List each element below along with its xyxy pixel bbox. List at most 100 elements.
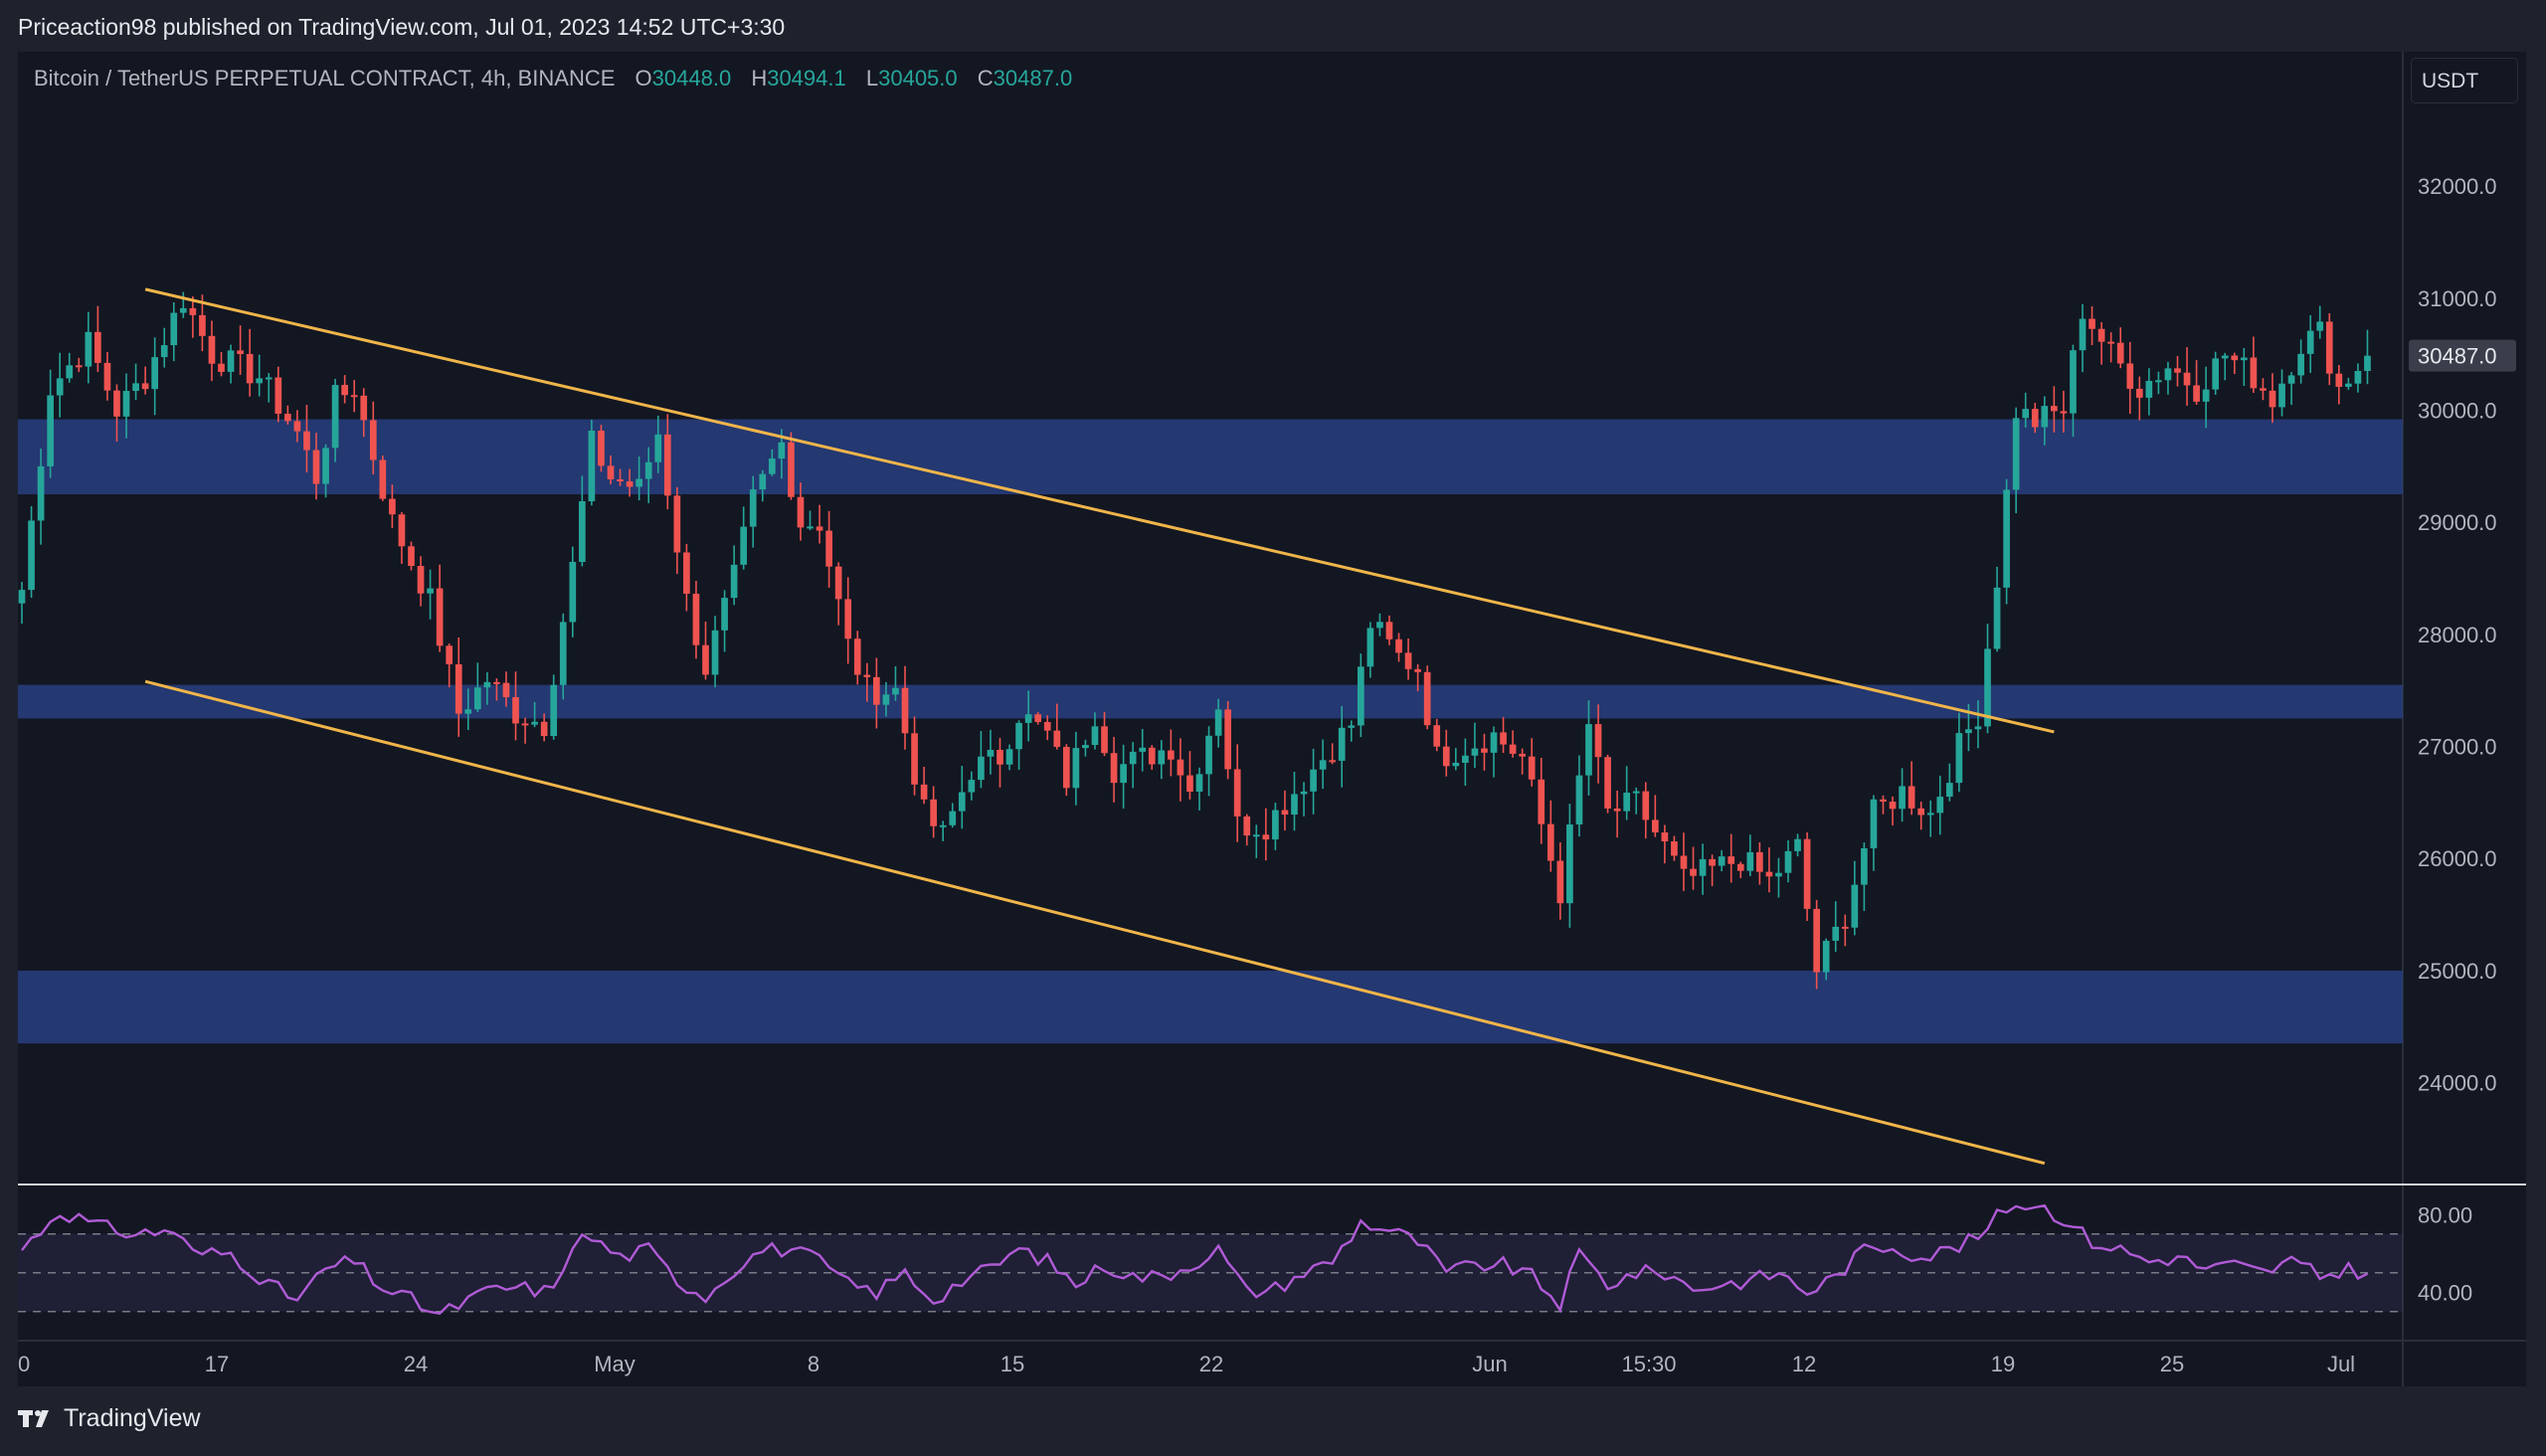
candle-body	[1500, 732, 1507, 745]
candle-body	[1718, 856, 1726, 866]
candle-body	[1252, 834, 1260, 837]
candle-body	[1709, 858, 1716, 866]
candle-body	[1671, 841, 1678, 856]
candle-body	[132, 383, 139, 392]
tradingview-logo[interactable]: TradingView	[18, 1404, 201, 1433]
candle-body	[2041, 406, 2049, 428]
candle-body	[2174, 368, 2181, 373]
candle-body	[997, 749, 1003, 765]
time-tick-label: 19	[1991, 1352, 2015, 1376]
candle-body	[427, 588, 434, 594]
candle-body	[797, 496, 805, 528]
candle-body	[37, 465, 45, 521]
candle-body	[1423, 671, 1431, 726]
currency-selector[interactable]: USDT	[2411, 58, 2518, 103]
candle-body	[512, 697, 519, 724]
candles-group	[18, 291, 2371, 990]
candle-body	[540, 721, 548, 737]
time-tick-label: 24	[404, 1352, 428, 1376]
candle-body	[844, 599, 852, 639]
chart-canvas[interactable]: 32000.0 31000.0 30000.0 29000.0 28000.0 27000…	[18, 52, 2526, 1386]
price-tick-label: 28000.0	[2418, 623, 2497, 647]
candle-body	[66, 365, 74, 379]
candle-body	[1062, 747, 1070, 789]
candle-body	[958, 792, 966, 812]
candle-body	[1841, 926, 1849, 929]
candle-body	[721, 598, 728, 631]
candle-body	[1214, 709, 1222, 736]
candle-body	[408, 546, 415, 567]
candle-body	[1861, 847, 1868, 885]
candle-body	[1746, 851, 1754, 871]
candle-body	[464, 709, 472, 714]
candle-body	[2183, 372, 2191, 386]
candle-body	[550, 684, 558, 737]
candle-body	[730, 564, 738, 599]
candle-body	[170, 312, 178, 346]
symbol-title: Bitcoin / TetherUS PERPETUAL CONTRACT, 4…	[34, 66, 616, 91]
candle-body	[1300, 791, 1308, 795]
candle-body	[379, 459, 387, 499]
candle-body	[1822, 940, 1830, 973]
candle-body	[1471, 748, 1479, 756]
candle-body	[749, 489, 757, 527]
candle-body	[1955, 733, 1963, 784]
candle-body	[1546, 823, 1554, 861]
price-tick-label: 27000.0	[2418, 735, 2497, 760]
footer: TradingView	[0, 1386, 2546, 1456]
candle-body	[2202, 389, 2210, 402]
candle-body	[179, 307, 187, 313]
candle-body	[521, 723, 529, 726]
candle-body	[1984, 648, 1991, 727]
candle-body	[1690, 868, 1697, 876]
candle-body	[94, 331, 101, 363]
close-value: 30487.0	[993, 66, 1073, 91]
candle-body	[1699, 858, 1707, 876]
candle-body	[1917, 808, 1925, 816]
candle-body	[607, 465, 615, 479]
candle-body	[1509, 744, 1517, 754]
candle-body	[1490, 732, 1498, 753]
candle-body	[341, 385, 348, 396]
candle-body	[2145, 380, 2153, 398]
time-tick-label: 25	[2160, 1352, 2184, 1376]
candle-body	[1110, 753, 1118, 784]
candle-body	[1024, 714, 1032, 723]
candle-body	[1319, 760, 1327, 770]
candle-body	[1442, 746, 1450, 767]
candle-body	[1756, 851, 1763, 872]
candle-body	[1784, 850, 1792, 873]
candle-body	[2089, 318, 2095, 329]
candle-body	[2287, 375, 2295, 384]
candle-body	[1243, 816, 1251, 836]
candle-body	[2107, 341, 2114, 344]
candle-body	[1395, 638, 1402, 653]
time-tick-label: 17	[205, 1352, 229, 1376]
candle-body	[968, 780, 976, 793]
candle-body	[598, 431, 605, 466]
candle-body	[863, 674, 871, 677]
candle-body	[1661, 832, 1669, 842]
candle-body	[1870, 799, 1878, 848]
candle-body	[2022, 409, 2030, 419]
candle-body	[531, 721, 538, 725]
candle-body	[1385, 622, 1393, 639]
candle-body	[2335, 373, 2343, 387]
high-label: H	[751, 66, 768, 91]
chart-frame[interactable]: 32000.0 31000.0 30000.0 29000.0 28000.0 27000…	[18, 52, 2526, 1386]
candle-body	[939, 824, 947, 827]
time-tick-label: 22	[1199, 1352, 1223, 1376]
open-value: 30448.0	[651, 66, 732, 91]
candle-body	[1926, 813, 1934, 816]
low-value: 30405.0	[878, 66, 958, 91]
candle-body	[644, 461, 652, 479]
candle-body	[1566, 824, 1573, 904]
time-tick-label: 15	[1000, 1352, 1024, 1376]
candle-body	[389, 498, 396, 515]
candle-body	[246, 353, 254, 384]
candle-body	[189, 307, 197, 315]
low-label: L	[865, 66, 879, 91]
candle-body	[237, 350, 244, 354]
candle-body	[2240, 357, 2248, 361]
candle-body	[788, 442, 795, 497]
